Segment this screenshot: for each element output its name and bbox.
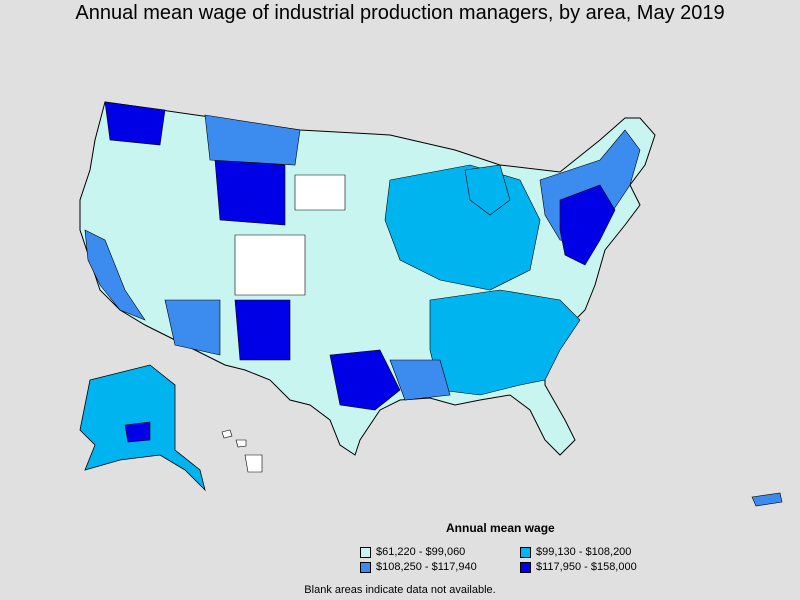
- region-washington: [104, 101, 166, 146]
- region-california-coast: [84, 229, 146, 321]
- region-new-mexico: [234, 299, 291, 361]
- region-wyoming: [214, 159, 286, 226]
- hawaii-1: [221, 429, 233, 439]
- region-michigan: [464, 164, 511, 216]
- region-southeast: [429, 289, 581, 396]
- legend-label-1: $61,220 - $99,060: [376, 546, 466, 558]
- region-colorado-blank: [234, 234, 306, 296]
- legend-swatch-1: [360, 546, 371, 558]
- region-texas-gulf: [329, 349, 401, 411]
- legend-item-2: $99,130 - $108,200: [520, 546, 631, 558]
- region-dakotas-blank: [294, 174, 346, 211]
- map-title: Annual mean wage of industrial productio…: [75, 2, 725, 24]
- legend-label-3: $108,250 - $117,940: [376, 561, 477, 573]
- region-arizona: [164, 299, 221, 356]
- puerto-rico: [751, 492, 783, 507]
- legend-item-4: $117,950 - $158,000: [520, 561, 637, 573]
- legend-swatch-4: [520, 561, 531, 573]
- hawaii-2: [235, 439, 247, 448]
- alaska-anchorage: [124, 421, 151, 443]
- legend-swatch-2: [520, 546, 531, 558]
- legend-item-1: $61,220 - $99,060: [360, 546, 465, 558]
- legend-label-4: $117,950 - $158,000: [536, 561, 637, 573]
- legend-title: Annual mean wage: [446, 521, 555, 535]
- legend-swatch-3: [360, 561, 371, 573]
- legend-item-3: $108,250 - $117,940: [360, 561, 477, 573]
- region-montana-east: [204, 114, 301, 166]
- legend-label-2: $99,130 - $108,200: [536, 546, 632, 558]
- hawaii-3: [244, 454, 263, 473]
- data-availability-note: Blank areas indicate data not available.: [304, 584, 496, 596]
- region-midatlantic: [559, 184, 616, 266]
- region-louisiana: [389, 359, 451, 401]
